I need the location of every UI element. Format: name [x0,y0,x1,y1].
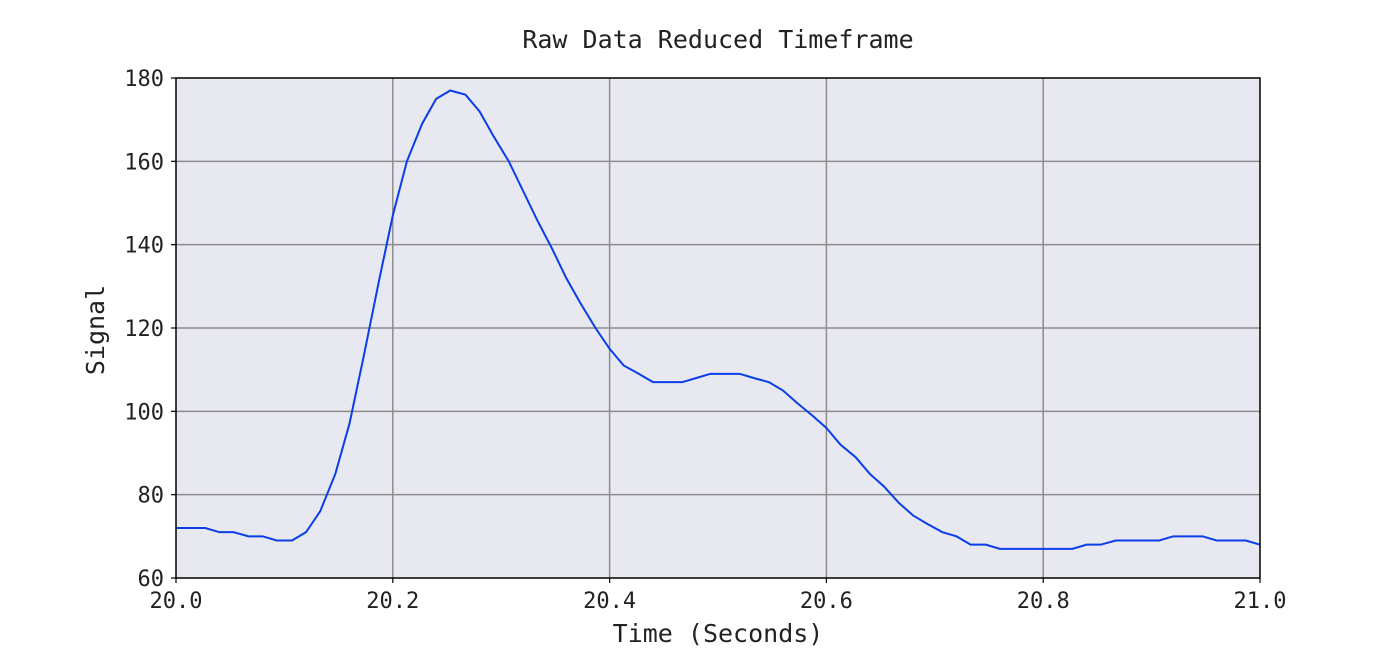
x-tick-label: 20.2 [366,589,419,614]
chart-title: Raw Data Reduced Timeframe [522,25,913,54]
x-tick-labels: 20.0 20.2 20.4 20.6 20.8 21.0 [150,589,1287,614]
y-tick-labels: 60 80 100 120 140 160 180 [124,67,164,592]
y-tick-marks [171,77,176,579]
y-tick-label: 140 [124,234,164,259]
y-tick-label: 80 [138,484,165,509]
x-tick-marks [175,578,1261,583]
y-tick-label: 160 [124,150,164,175]
x-axis-label: Time (Seconds) [613,619,824,648]
x-tick-label: 20.6 [800,589,853,614]
x-tick-label: 20.4 [583,589,636,614]
y-axis-label: Signal [81,285,110,375]
y-tick-label: 120 [124,317,164,342]
y-tick-label: 180 [124,67,164,92]
x-tick-label: 21.0 [1234,589,1287,614]
x-tick-label: 20.8 [1017,589,1070,614]
y-tick-label: 100 [124,400,164,425]
x-tick-label: 20.0 [150,589,203,614]
y-tick-label: 60 [138,567,165,592]
y-grid-lines [176,160,1260,496]
signal-series-line [176,89,1261,550]
